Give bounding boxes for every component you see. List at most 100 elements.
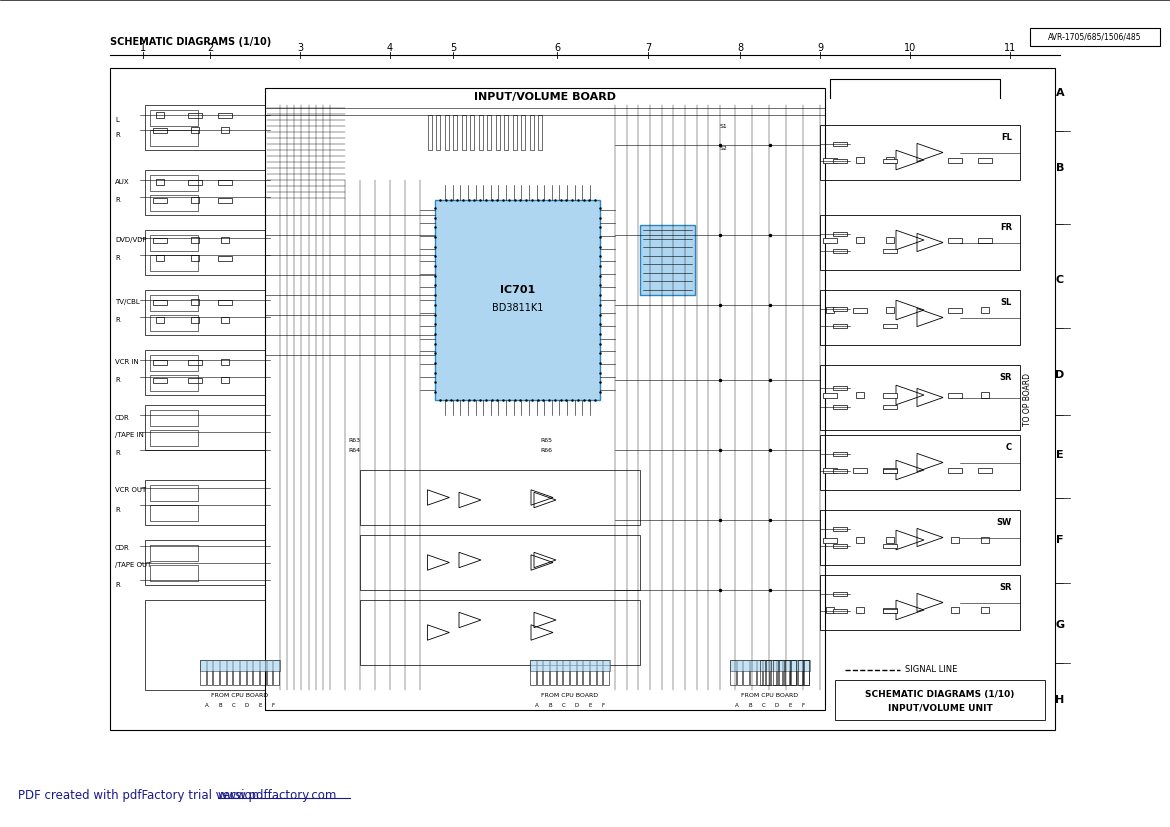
Text: D: D (574, 703, 579, 708)
Text: 8: 8 (737, 43, 743, 53)
Bar (543, 660, 549, 685)
Bar (218, 179, 232, 184)
Text: SCHEMATIC DIAGRAMS (1/10): SCHEMATIC DIAGRAMS (1/10) (110, 37, 271, 47)
Bar (191, 197, 199, 203)
Text: AUX: AUX (115, 179, 130, 185)
Bar (835, 680, 1045, 720)
Text: C: C (762, 703, 765, 708)
Text: PDF created with pdfFactory trial version: PDF created with pdfFactory trial versio… (18, 788, 263, 801)
Bar (150, 130, 198, 146)
Text: D: D (245, 703, 249, 708)
Bar (254, 660, 259, 685)
Text: 4: 4 (387, 43, 393, 53)
Text: L: L (115, 117, 119, 123)
Text: FR: FR (1000, 223, 1012, 232)
Text: R64: R64 (347, 447, 360, 452)
Bar (191, 299, 199, 305)
Bar (221, 127, 229, 133)
Bar (191, 237, 199, 243)
Text: TV/CBL: TV/CBL (115, 299, 139, 305)
Text: A: A (1055, 88, 1065, 98)
Text: /TAPE IN: /TAPE IN (115, 432, 144, 438)
Bar (221, 377, 229, 383)
Bar (826, 607, 834, 613)
Bar (150, 430, 198, 446)
Bar (750, 660, 756, 685)
Bar (779, 660, 784, 685)
Bar (597, 660, 603, 685)
Text: C: C (562, 703, 565, 708)
Text: G: G (1055, 620, 1065, 630)
Bar (772, 660, 778, 685)
Bar (823, 157, 837, 162)
Bar (538, 115, 542, 150)
Bar (980, 392, 989, 398)
Bar (260, 660, 266, 685)
Bar (951, 607, 959, 613)
Bar (221, 317, 229, 323)
Bar (150, 194, 198, 211)
Bar (221, 237, 229, 243)
Text: SR: SR (999, 583, 1012, 592)
Bar (156, 112, 164, 118)
Bar (820, 290, 1020, 345)
Text: 1: 1 (140, 43, 146, 53)
Bar (218, 256, 232, 261)
Bar (797, 660, 803, 685)
Text: R: R (115, 507, 119, 513)
Bar (557, 660, 563, 685)
Bar (856, 237, 863, 243)
Bar (886, 237, 894, 243)
Text: 7: 7 (645, 43, 652, 53)
Bar (886, 537, 894, 543)
Bar (770, 660, 776, 685)
Bar (833, 385, 847, 390)
Bar (948, 393, 962, 398)
Bar (470, 115, 474, 150)
Text: S2: S2 (720, 146, 728, 151)
Bar (980, 307, 989, 313)
Bar (948, 308, 962, 313)
Text: VCR OUT: VCR OUT (115, 487, 146, 493)
Bar (833, 308, 847, 311)
Bar (730, 660, 810, 672)
Bar (150, 315, 198, 331)
Bar (445, 115, 449, 150)
Bar (153, 198, 167, 203)
Text: SR: SR (999, 373, 1012, 382)
Bar (218, 198, 232, 203)
Bar (883, 609, 897, 613)
FancyBboxPatch shape (1030, 28, 1159, 46)
Bar (790, 660, 796, 685)
Bar (479, 115, 483, 150)
Text: F: F (801, 703, 805, 708)
Bar (798, 660, 803, 685)
Text: 10: 10 (904, 43, 916, 53)
Text: R: R (115, 377, 119, 383)
Bar (145, 600, 264, 690)
Text: A: A (535, 703, 538, 708)
Bar (826, 307, 834, 313)
Bar (833, 543, 847, 547)
Text: SL: SL (1000, 298, 1012, 307)
Bar (267, 660, 273, 685)
Bar (233, 660, 239, 685)
Bar (886, 157, 894, 163)
Text: 2: 2 (207, 43, 213, 53)
Bar (360, 600, 640, 665)
Bar (577, 660, 583, 685)
Bar (462, 115, 466, 150)
Bar (496, 115, 500, 150)
Bar (590, 660, 596, 685)
Text: INPUT/VOLUME BOARD: INPUT/VOLUME BOARD (474, 92, 615, 102)
Bar (883, 543, 897, 547)
Bar (150, 504, 198, 520)
Text: R: R (115, 255, 119, 261)
Bar (150, 110, 198, 126)
Bar (218, 299, 232, 304)
Text: C: C (232, 703, 235, 708)
Bar (584, 660, 589, 685)
Bar (360, 470, 640, 525)
Bar (264, 88, 825, 710)
Bar (886, 307, 894, 313)
